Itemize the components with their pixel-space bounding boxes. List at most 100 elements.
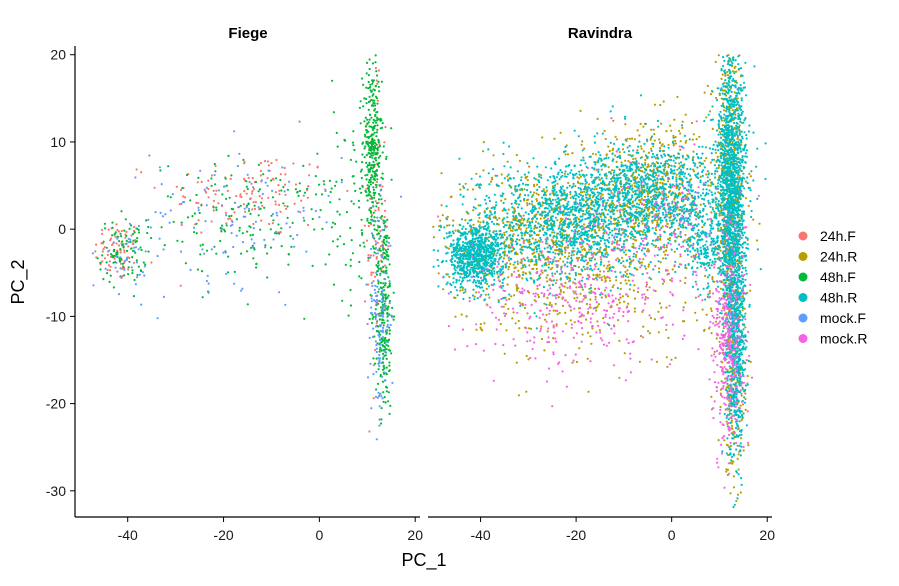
point-48h-R <box>451 224 455 227</box>
point-mock-F <box>246 173 249 176</box>
point-48h-R <box>468 296 471 299</box>
point-mock-F <box>281 166 284 169</box>
point-48h-F <box>193 231 196 234</box>
point-mock-F <box>257 206 260 209</box>
point-24h-R <box>711 277 714 281</box>
point-48h-F <box>294 188 297 191</box>
point-24h-R <box>578 177 581 180</box>
point-24h-R <box>720 167 724 171</box>
point-24h-F <box>316 166 319 169</box>
point-48h-F <box>376 124 379 127</box>
point-48h-R <box>487 148 490 151</box>
point-48h-F <box>368 317 371 321</box>
point-24h-R <box>537 239 540 242</box>
point-24h-R <box>614 154 617 157</box>
point-24h-R <box>636 129 639 132</box>
point-24h-R <box>713 350 716 353</box>
point-48h-F <box>271 196 275 199</box>
point-24h-R <box>452 219 455 222</box>
point-24h-R <box>734 79 738 82</box>
point-24h-R <box>612 284 615 287</box>
point-24h-F <box>283 183 287 186</box>
point-24h-R <box>736 97 739 100</box>
point-24h-R <box>591 152 595 155</box>
point-24h-R <box>679 165 682 168</box>
point-24h-F <box>300 199 303 202</box>
point-48h-F <box>102 240 105 243</box>
point-mock-F <box>126 256 129 259</box>
point-24h-R <box>579 175 583 178</box>
point-24h-R <box>446 215 449 218</box>
point-mock-F <box>250 238 253 241</box>
point-mock-F <box>233 201 236 204</box>
point-48h-R <box>500 286 503 289</box>
point-48h-F <box>366 173 369 176</box>
point-48h-R <box>452 272 455 275</box>
point-24h-R <box>610 217 613 220</box>
point-48h-F <box>349 304 353 307</box>
point-48h-R <box>485 251 488 255</box>
point-24h-R <box>721 89 725 92</box>
point-48h-F <box>384 294 387 297</box>
point-24h-R <box>633 138 637 141</box>
point-mock-F <box>147 218 150 221</box>
point-24h-R <box>642 150 645 153</box>
point-48h-R <box>499 253 502 256</box>
point-24h-R <box>555 245 559 249</box>
point-48h-F <box>392 315 396 318</box>
point-48h-F <box>373 126 376 129</box>
point-24h-R <box>532 194 535 197</box>
point-48h-F <box>377 225 381 228</box>
point-48h-R <box>491 275 494 278</box>
point-mock-F <box>241 287 244 290</box>
point-48h-F <box>241 232 244 235</box>
point-24h-R <box>661 282 665 285</box>
point-48h-R <box>445 246 448 249</box>
point-48h-F <box>181 240 184 243</box>
point-24h-R <box>432 236 435 239</box>
point-24h-R <box>535 263 538 266</box>
point-24h-R <box>585 302 589 306</box>
point-24h-R <box>636 290 640 294</box>
point-48h-R <box>567 200 570 203</box>
point-24h-F <box>375 180 379 184</box>
point-24h-R <box>747 204 750 207</box>
point-48h-F <box>240 252 243 255</box>
point-24h-R <box>655 191 658 194</box>
point-48h-F <box>374 104 377 107</box>
point-24h-R <box>546 274 549 277</box>
point-24h-R <box>718 256 721 259</box>
point-24h-R <box>619 281 622 285</box>
point-48h-R <box>605 202 608 205</box>
point-48h-R <box>501 281 504 285</box>
point-48h-F <box>385 240 388 243</box>
point-24h-F <box>376 99 379 102</box>
point-24h-R <box>613 203 616 206</box>
point-24h-R <box>619 296 622 299</box>
point-48h-F <box>377 198 381 201</box>
point-mock-F <box>375 350 378 354</box>
point-48h-F <box>375 273 379 276</box>
point-48h-F <box>372 357 375 360</box>
point-mock-F <box>374 246 378 249</box>
point-24h-R <box>665 246 668 249</box>
point-48h-F <box>385 366 388 369</box>
point-48h-F <box>376 269 379 273</box>
point-24h-F <box>110 237 113 240</box>
point-48h-F <box>376 102 379 105</box>
point-24h-F <box>195 201 198 204</box>
point-24h-R <box>590 289 593 293</box>
point-48h-R <box>585 174 588 177</box>
point-48h-F <box>367 80 370 84</box>
point-24h-R <box>506 254 509 257</box>
point-24h-R <box>628 288 632 291</box>
point-mock-F <box>378 335 381 339</box>
point-48h-R <box>473 298 476 301</box>
point-24h-R <box>564 272 567 275</box>
point-24h-R <box>711 276 714 279</box>
point-24h-R <box>551 266 554 269</box>
point-48h-R <box>651 152 655 156</box>
point-48h-F <box>338 213 341 216</box>
point-48h-R <box>476 254 479 258</box>
point-24h-F <box>284 173 287 176</box>
